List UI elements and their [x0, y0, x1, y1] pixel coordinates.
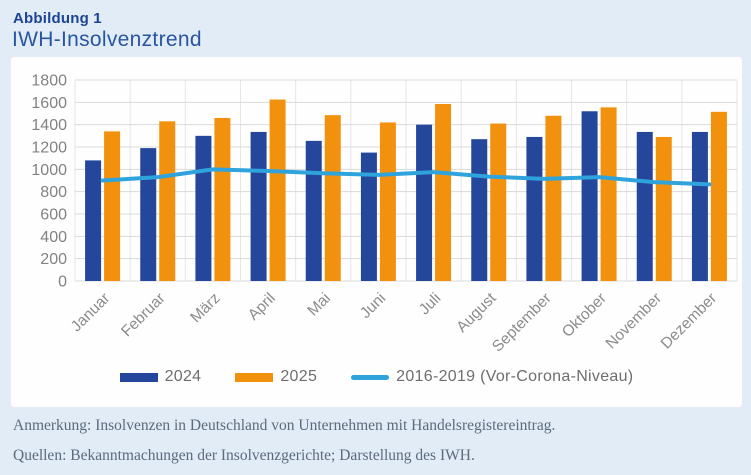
x-axis-month-label: Juni: [357, 290, 389, 322]
bar-2025: [269, 99, 286, 281]
legend-item-vor-corona: 2016-2019 (Vor-Corona-Niveau): [351, 368, 633, 386]
legend-swatch-2025: [235, 372, 274, 382]
legend-label-2025: 2025: [280, 368, 318, 385]
legend-item-2024: 2024: [119, 368, 202, 386]
x-axis-month-label: November: [602, 290, 665, 353]
bar-2025: [104, 131, 121, 281]
bar-2024: [360, 152, 377, 281]
page-title: IWH-Insolvenztrend: [12, 28, 202, 51]
insolvency-chart: 0 200 400 600 800 1000 1200 1400 1600 1800 Januar F…: [31, 73, 738, 356]
chart-notes: Anmerkung: Insolvenzen in Deutschland vo…: [13, 411, 555, 471]
bar-2024: [526, 136, 543, 281]
y-axis-tick-label: 1800: [31, 73, 67, 90]
bar-2024: [195, 135, 212, 281]
y-axis-tick-label: 1600: [31, 95, 67, 112]
note-quellen: Quellen: Bekanntmachungen der Insolvenzg…: [13, 447, 475, 464]
bar-2024: [636, 131, 653, 281]
x-axis-month-label: Oktober: [559, 290, 610, 341]
legend-label-vor-corona: 2016-2019 (Vor-Corona-Niveau): [396, 368, 634, 385]
legend-label-2024: 2024: [164, 368, 202, 385]
bar-2025: [655, 136, 672, 281]
vor-corona-line: [100, 167, 712, 187]
bar-2025: [710, 111, 727, 281]
x-axis-month-label: Januar: [68, 290, 114, 336]
x-axis-month-label: Juli: [416, 290, 444, 318]
bar-2024: [691, 131, 708, 281]
x-axis-month-label: Mai: [304, 290, 334, 320]
y-axis-tick-label: 0: [58, 274, 67, 291]
bar-2025: [490, 123, 507, 281]
bar-2024: [85, 160, 102, 281]
bar-2024: [471, 139, 488, 281]
x-axis-month-label: April: [245, 290, 279, 324]
y-axis-tick-label: 1000: [31, 162, 67, 179]
figure-label: Abbildung 1: [13, 10, 102, 27]
bar-2024: [305, 140, 322, 281]
y-axis-tick-label: 800: [40, 184, 67, 201]
y-axis-tick-label: 400: [40, 229, 67, 246]
legend-swatch-2024: [119, 372, 158, 382]
legend-swatch-vor-corona: [351, 374, 390, 380]
legend-item-2025: 2025: [235, 368, 317, 386]
bar-2025: [435, 104, 452, 281]
chart-panel: 0 200 400 600 800 1000 1200 1400 1600 1800 Januar F…: [11, 57, 742, 407]
bar-2025: [379, 122, 396, 281]
bar-2024: [416, 124, 433, 282]
x-axis-month-label: Februar: [118, 290, 168, 340]
y-axis-tick-label: 200: [40, 251, 67, 268]
bar-2025: [324, 115, 341, 281]
chart-legend: 2024 2025 2016-2019 (Vor-Corona-Niveau): [11, 368, 742, 386]
y-axis-tick-label: 600: [40, 207, 67, 224]
y-axis-tick-label: 1400: [31, 117, 67, 134]
note-anmerkung: Anmerkung: Insolvenzen in Deutschland vo…: [13, 417, 556, 434]
x-axis-month-label: August: [453, 289, 500, 336]
bar-2025: [159, 121, 176, 281]
bar-2024: [250, 131, 267, 281]
bar-2024: [140, 148, 157, 281]
bar-2024: [581, 111, 598, 281]
x-axis-month-label: September: [489, 290, 555, 356]
bar-2025: [214, 117, 231, 281]
x-axis-month-label: Dezember: [658, 290, 721, 353]
y-axis-tick-label: 1200: [31, 140, 67, 157]
bar-2025: [545, 115, 562, 281]
x-axis-month-label: März: [187, 290, 223, 326]
bar-2025: [600, 107, 617, 281]
